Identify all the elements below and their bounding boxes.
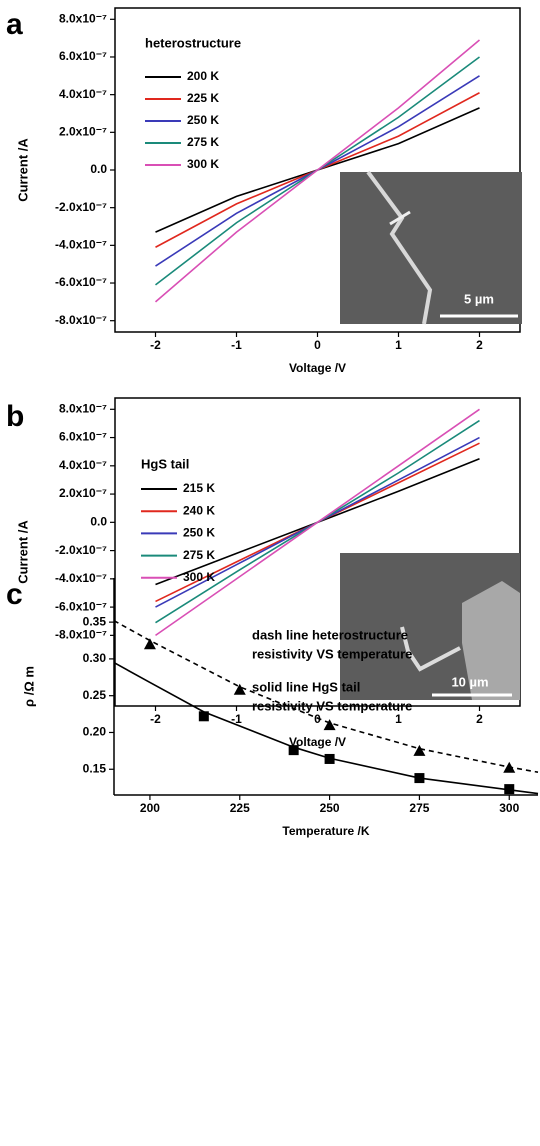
annotation: resistivity VS temperature bbox=[252, 646, 412, 661]
y-tick-label: 4.0x10⁻⁷ bbox=[59, 87, 107, 101]
panel-label: c bbox=[6, 578, 23, 611]
y-tick-label: 0.0 bbox=[90, 162, 107, 176]
legend-title: HgS tail bbox=[141, 456, 189, 471]
y-tick-label: 6.0x10⁻⁷ bbox=[59, 49, 107, 63]
y-tick-label: -6.0x10⁻⁷ bbox=[55, 599, 107, 613]
annotation: dash line heterostructure bbox=[252, 627, 408, 642]
y-tick-label: 8.0x10⁻⁷ bbox=[59, 11, 107, 25]
legend-label: 200 K bbox=[187, 69, 219, 83]
y-tick-label: -8.0x10⁻⁷ bbox=[55, 313, 107, 327]
legend-label: 240 K bbox=[183, 503, 215, 517]
legend-label: 215 K bbox=[183, 481, 215, 495]
scale-bar-label: 10 µm bbox=[451, 674, 488, 689]
y-tick-label: 0.25 bbox=[83, 688, 107, 702]
y-tick-label: -4.0x10⁻⁷ bbox=[55, 571, 107, 585]
scale-bar-label: 5 µm bbox=[464, 291, 494, 306]
y-tick-label: 6.0x10⁻⁷ bbox=[59, 430, 107, 444]
x-tick-label: 2 bbox=[476, 712, 483, 726]
y-tick-label: -8.0x10⁻⁷ bbox=[55, 628, 107, 642]
x-tick-label: -2 bbox=[150, 712, 161, 726]
legend-label: 250 K bbox=[183, 526, 215, 540]
y-axis-title: ρ /Ω m bbox=[21, 666, 36, 707]
y-tick-label: 0.15 bbox=[83, 761, 107, 775]
x-tick-label: 0 bbox=[314, 338, 321, 352]
y-tick-label: -2.0x10⁻⁷ bbox=[55, 200, 107, 214]
y-axis-title: Current /A bbox=[15, 520, 30, 584]
legend-label: 300 K bbox=[183, 570, 215, 584]
y-tick-label: -6.0x10⁻⁷ bbox=[55, 275, 107, 289]
square-marker bbox=[504, 784, 514, 794]
x-tick-label: -2 bbox=[150, 338, 161, 352]
legend-label: 225 K bbox=[187, 91, 219, 105]
x-tick-label: 275 bbox=[409, 801, 429, 815]
square-marker bbox=[199, 711, 209, 721]
legend-label: 250 K bbox=[187, 113, 219, 127]
legend-label: 275 K bbox=[187, 135, 219, 149]
y-tick-label: 0.30 bbox=[83, 651, 107, 665]
y-tick-label: 0.20 bbox=[83, 725, 107, 739]
y-tick-label: 2.0x10⁻⁷ bbox=[59, 124, 107, 138]
legend-title: heterostructure bbox=[145, 35, 241, 50]
y-tick-label: 8.0x10⁻⁷ bbox=[59, 401, 107, 415]
x-tick-label: 225 bbox=[230, 801, 250, 815]
x-tick-label: 300 bbox=[499, 801, 519, 815]
panel-label: a bbox=[6, 8, 23, 41]
y-tick-label: 4.0x10⁻⁷ bbox=[59, 458, 107, 472]
legend-label: 275 K bbox=[183, 548, 215, 562]
x-tick-label: 200 bbox=[140, 801, 160, 815]
y-tick-label: 0.35 bbox=[83, 614, 107, 628]
panel-label: b bbox=[6, 400, 24, 433]
y-tick-label: 2.0x10⁻⁷ bbox=[59, 486, 107, 500]
triangle-marker bbox=[413, 745, 425, 756]
y-tick-label: -2.0x10⁻⁷ bbox=[55, 543, 107, 557]
triangle-marker bbox=[144, 638, 156, 649]
x-tick-label: 1 bbox=[395, 338, 402, 352]
x-tick-label: -1 bbox=[231, 338, 242, 352]
legend-label: 300 K bbox=[187, 157, 219, 171]
y-axis-title: Current /A bbox=[15, 138, 30, 202]
y-tick-label: 0.0 bbox=[90, 515, 107, 529]
square-marker bbox=[414, 773, 424, 783]
y-tick-label: -4.0x10⁻⁷ bbox=[55, 238, 107, 252]
annotation: resistivity VS temperature bbox=[252, 698, 412, 713]
square-marker bbox=[289, 745, 299, 755]
inset-image bbox=[340, 172, 522, 324]
x-tick-label: 2 bbox=[476, 338, 483, 352]
figure: a -2 -1 0 1 2 -8.0x10⁻⁷ -6.0x10⁻⁷ -4.0x10⁻⁷ -2.0x… bbox=[0, 0, 540, 1146]
annotation: solid line HgS tail bbox=[252, 679, 360, 694]
triangle-marker bbox=[503, 762, 515, 773]
x-axis-title: Voltage /V bbox=[289, 361, 346, 375]
x-tick-label: 250 bbox=[320, 801, 340, 815]
x-tick-label: 1 bbox=[395, 712, 402, 726]
x-axis-title: Temperature /K bbox=[282, 824, 369, 838]
square-marker bbox=[325, 754, 335, 764]
